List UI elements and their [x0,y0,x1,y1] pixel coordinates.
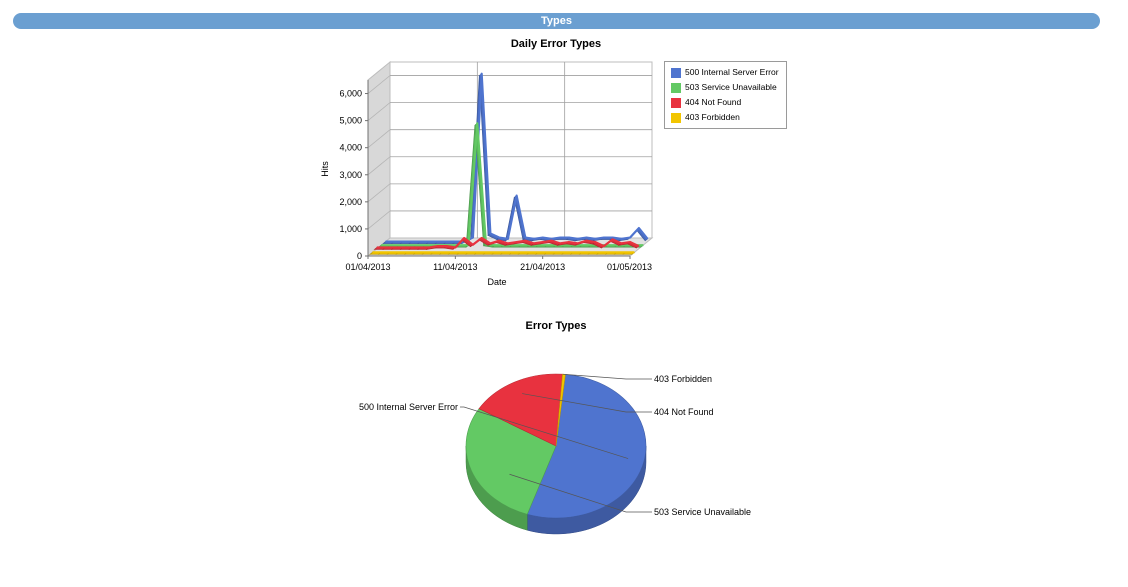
legend-item-503: 503 Service Unavailable [671,81,777,93]
legend-item-500: 500 Internal Server Error [671,66,779,78]
pie-leader-line [563,373,652,380]
pie-slice [478,373,563,447]
gridline-side [367,156,391,176]
pie-label: 403 Forbidden [654,374,712,384]
x-tick-label: 21/04/2013 [520,262,565,272]
pie-slice [465,408,557,515]
x-tick-label: 01/04/2013 [345,262,390,272]
legend-swatch-404 [671,97,681,108]
pie-slice-side [465,445,528,531]
y-tick-label: 5,000 [339,116,362,126]
gridline-side [367,183,391,203]
pie-label: 500 Internal Server Error [359,402,458,412]
pie-slice [526,374,647,519]
gridline-side [367,75,391,94]
gridline-side [367,210,391,230]
y-axis-label: Hits [320,161,330,177]
pie-leader-line [509,473,652,513]
legend-label-404: 404 Not Found [685,97,742,107]
legend-label-500: 500 Internal Server Error [685,67,779,77]
legend-item-403: 403 Forbidden [671,111,740,123]
line-chart-title: Daily Error Types [510,38,602,50]
y-tick-label: 2,000 [339,197,362,207]
legend-label-403: 403 Forbidden [685,112,740,122]
y-tick-label: 6,000 [339,89,362,99]
section-header-types: Types [13,13,1100,29]
legend-item-404: 404 Not Found [671,96,741,108]
gridline-side [367,129,391,149]
y-tick-label: 4,000 [339,143,362,153]
y-tick-label: 1,000 [339,224,362,234]
line-chart-legend: 500 Internal Server Error 503 Service Un… [664,61,787,129]
gridline-side [367,102,391,121]
pie-label: 404 Not Found [654,407,714,417]
legend-swatch-403 [671,112,681,123]
series-line [385,72,649,243]
pie-slice-side [527,445,647,535]
pie-leader-line [460,406,629,459]
y-tick-label: 0 [357,251,362,261]
y-tick-label: 3,000 [339,170,362,180]
series-403 [369,251,636,255]
legend-swatch-503 [671,82,681,93]
daily-error-types-chart: 0 1,000 2,000 3,000 4,000 5,000 6,000 01/04/20… [320,60,654,287]
x-axis-label: Date [487,277,506,287]
x-tick-label: 01/05/2013 [607,262,652,272]
series-500 [382,72,649,244]
pie-label: 503 Service Unavailable [654,507,751,517]
legend-label-503: 503 Service Unavailable [685,82,777,92]
pie-chart-title: Error Types [525,320,587,332]
legend-swatch-500 [671,67,681,78]
pie-leader-line [522,393,652,413]
series-line [376,236,640,249]
series-404 [373,236,640,250]
x-tick-label: 11/04/2013 [433,262,477,272]
pie-slice [555,373,566,447]
